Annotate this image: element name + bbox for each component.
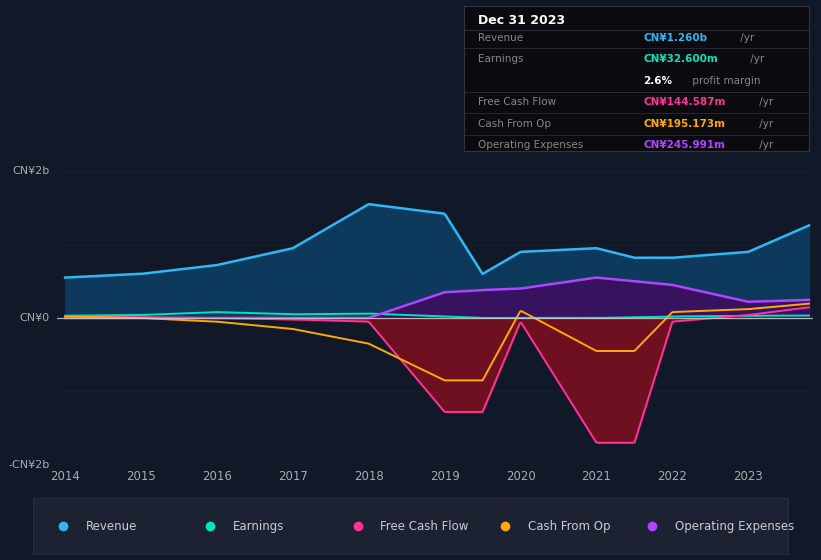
Text: CN¥245.991m: CN¥245.991m xyxy=(643,141,725,151)
Text: 2.6%: 2.6% xyxy=(643,76,672,86)
Text: Revenue: Revenue xyxy=(478,32,523,43)
Text: /yr: /yr xyxy=(756,97,773,108)
Text: Free Cash Flow: Free Cash Flow xyxy=(380,520,469,533)
Text: Operating Expenses: Operating Expenses xyxy=(478,141,583,151)
Text: Revenue: Revenue xyxy=(85,520,137,533)
Text: Earnings: Earnings xyxy=(478,54,523,64)
Text: -CN¥2b: -CN¥2b xyxy=(9,460,50,470)
Text: /yr: /yr xyxy=(756,141,773,151)
Text: Cash From Op: Cash From Op xyxy=(528,520,610,533)
Text: CN¥2b: CN¥2b xyxy=(12,166,50,176)
Text: profit margin: profit margin xyxy=(689,76,760,86)
Text: Cash From Op: Cash From Op xyxy=(478,119,551,129)
Text: Earnings: Earnings xyxy=(233,520,284,533)
Text: CN¥0: CN¥0 xyxy=(20,313,50,323)
Text: /yr: /yr xyxy=(737,32,754,43)
Text: CN¥144.587m: CN¥144.587m xyxy=(643,97,726,108)
Text: Dec 31 2023: Dec 31 2023 xyxy=(478,13,565,27)
Text: CN¥1.260b: CN¥1.260b xyxy=(643,32,708,43)
Text: /yr: /yr xyxy=(746,54,764,64)
Text: Free Cash Flow: Free Cash Flow xyxy=(478,97,556,108)
Text: /yr: /yr xyxy=(756,119,773,129)
Text: CN¥32.600m: CN¥32.600m xyxy=(643,54,718,64)
Text: Operating Expenses: Operating Expenses xyxy=(675,520,794,533)
Text: CN¥195.173m: CN¥195.173m xyxy=(643,119,725,129)
